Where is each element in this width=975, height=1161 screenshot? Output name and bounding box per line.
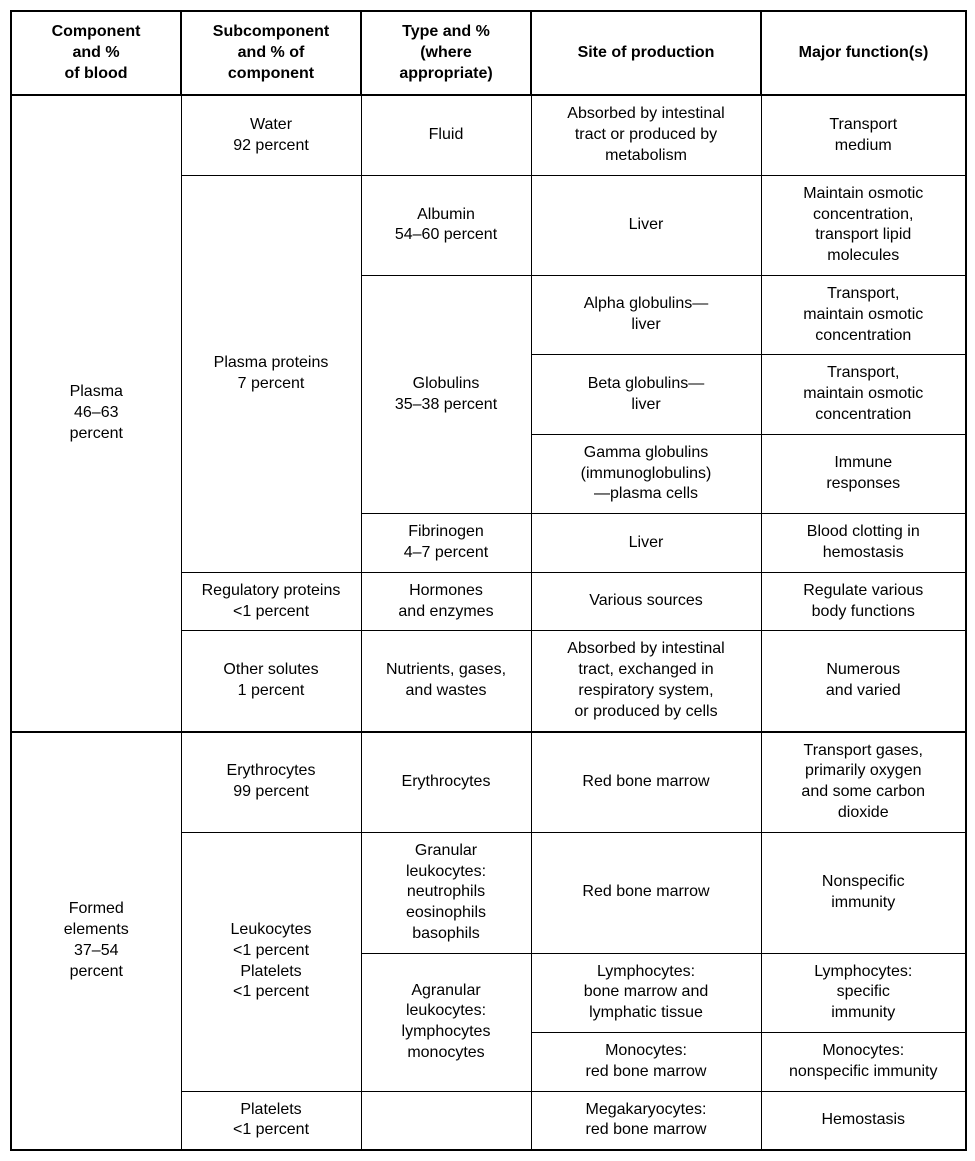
cell-albumin-site: Liver: [531, 175, 761, 275]
cell-fibrinogen-site: Liver: [531, 514, 761, 573]
cell-othersol-site: Absorbed by intestinal tract, exchanged …: [531, 631, 761, 732]
cell-eryth-func: Transport gases, primarily oxygen and so…: [761, 732, 966, 833]
cell-beta-site: Beta globulins— liver: [531, 355, 761, 434]
header-row: Component and % of blood Subcomponent an…: [11, 11, 966, 95]
cell-plasma-label: Plasma 46–63 percent: [11, 95, 181, 731]
cell-alpha-func: Transport, maintain osmotic concentratio…: [761, 275, 966, 354]
cell-regprot-site: Various sources: [531, 572, 761, 631]
cell-granular-func: Nonspecific immunity: [761, 832, 966, 953]
cell-platelets-sub: Platelets <1 percent: [181, 1091, 361, 1150]
cell-fibrinogen-type: Fibrinogen 4–7 percent: [361, 514, 531, 573]
cell-eryth-site: Red bone marrow: [531, 732, 761, 833]
cell-lymph-site: Lymphocytes: bone marrow and lymphatic t…: [531, 953, 761, 1032]
cell-globulins-type: Globulins 35–38 percent: [361, 275, 531, 513]
cell-platelets-func: Hemostasis: [761, 1091, 966, 1150]
cell-mono-site: Monocytes: red bone marrow: [531, 1033, 761, 1092]
cell-albumin-func: Maintain osmotic concentration, transpor…: [761, 175, 966, 275]
cell-regprot-sub: Regulatory proteins <1 percent: [181, 572, 361, 631]
header-type: Type and % (where appropriate): [361, 11, 531, 95]
cell-fibrinogen-func: Blood clotting in hemostasis: [761, 514, 966, 573]
row-water: Plasma 46–63 percent Water 92 percent Fl…: [11, 95, 966, 175]
cell-lymph-func: Lymphocytes: specific immunity: [761, 953, 966, 1032]
cell-othersol-sub: Other solutes 1 percent: [181, 631, 361, 732]
header-site: Site of production: [531, 11, 761, 95]
cell-eryth-type: Erythrocytes: [361, 732, 531, 833]
cell-leuk-sub: Leukocytes <1 percent Platelets <1 perce…: [181, 832, 361, 1091]
cell-water-func: Transport medium: [761, 95, 966, 175]
cell-plasmaprot-sub: Plasma proteins 7 percent: [181, 175, 361, 572]
cell-regprot-func: Regulate various body functions: [761, 572, 966, 631]
cell-water-type: Fluid: [361, 95, 531, 175]
cell-water-sub: Water 92 percent: [181, 95, 361, 175]
cell-othersol-func: Numerous and varied: [761, 631, 966, 732]
cell-agranular-type: Agranular leukocytes: lymphocytes monocy…: [361, 953, 531, 1091]
cell-platelets-site: Megakaryocytes: red bone marrow: [531, 1091, 761, 1150]
cell-albumin-type: Albumin 54–60 percent: [361, 175, 531, 275]
cell-gamma-func: Immune responses: [761, 434, 966, 513]
header-subcomponent: Subcomponent and % of component: [181, 11, 361, 95]
header-function: Major function(s): [761, 11, 966, 95]
cell-granular-site: Red bone marrow: [531, 832, 761, 953]
cell-beta-func: Transport, maintain osmotic concentratio…: [761, 355, 966, 434]
cell-alpha-site: Alpha globulins— liver: [531, 275, 761, 354]
cell-platelets-type: [361, 1091, 531, 1150]
cell-eryth-sub: Erythrocytes 99 percent: [181, 732, 361, 833]
cell-regprot-type: Hormones and enzymes: [361, 572, 531, 631]
cell-gamma-site: Gamma globulins (immunoglobulins) —plasm…: [531, 434, 761, 513]
blood-components-table: Component and % of blood Subcomponent an…: [10, 10, 967, 1151]
cell-othersol-type: Nutrients, gases, and wastes: [361, 631, 531, 732]
row-erythrocytes: Formed elements 37–54 percent Erythrocyt…: [11, 732, 966, 833]
cell-water-site: Absorbed by intestinal tract or produced…: [531, 95, 761, 175]
header-component: Component and % of blood: [11, 11, 181, 95]
cell-mono-func: Monocytes: nonspecific immunity: [761, 1033, 966, 1092]
cell-granular-type: Granular leukocytes: neutrophils eosinop…: [361, 832, 531, 953]
cell-formed-label: Formed elements 37–54 percent: [11, 732, 181, 1151]
